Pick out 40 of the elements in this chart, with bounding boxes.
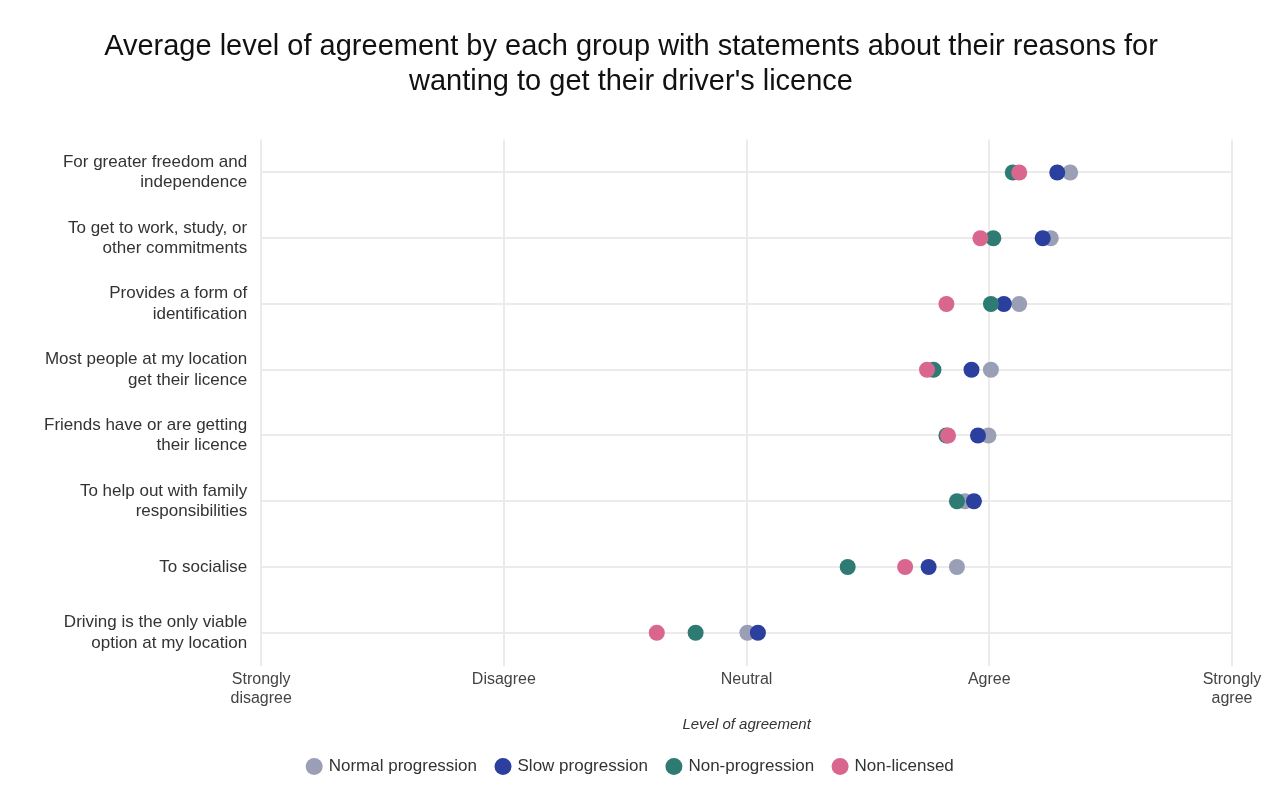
point [920, 558, 937, 575]
legend-label: Normal progression [328, 756, 478, 776]
point [687, 624, 704, 641]
point [965, 493, 982, 510]
legend-label: Non-licensed [854, 756, 954, 776]
y-tick-label: Driving is the only viable option at my location [63, 612, 248, 652]
text: Disagree [471, 669, 536, 687]
point [948, 493, 965, 510]
y-tick-label: To socialise [159, 556, 248, 576]
point [1049, 164, 1066, 181]
point [948, 558, 965, 575]
y-tick-label: To help out with family responsibilities [79, 480, 248, 521]
point [982, 361, 999, 378]
point [972, 230, 989, 247]
point [897, 558, 914, 575]
y-tick-label: Provides a form of identification [109, 283, 248, 323]
point [839, 558, 856, 575]
text: Agree [967, 669, 1011, 687]
legend-label: Slow progression [517, 756, 648, 776]
text: Strongly disagree [230, 669, 292, 706]
point [995, 295, 1012, 312]
y-tick-label: To get to work, study, or other commitments [67, 217, 248, 258]
point [969, 427, 986, 444]
legend-label: Non-progression [688, 756, 815, 776]
x-axis-title: Level of agreement [682, 715, 812, 733]
y-tick-label: Most people at my location get their licence [44, 349, 248, 389]
y-tick-label: For greater freedom and independence [62, 151, 248, 192]
point [1034, 230, 1051, 247]
point [749, 624, 766, 641]
y-tick-label: Friends have or are getting their licence [44, 414, 248, 455]
point [648, 624, 665, 641]
point [963, 361, 980, 378]
point [919, 361, 935, 378]
point [1011, 295, 1028, 312]
chart-title: Average level of agreement by each group with statements about their reasons for wanting to get their driver's licence [104, 29, 1159, 97]
text: Strongly agree [1202, 669, 1262, 706]
point [982, 295, 999, 312]
text: Neutral [720, 669, 773, 687]
point [1011, 164, 1028, 181]
point [938, 295, 955, 312]
